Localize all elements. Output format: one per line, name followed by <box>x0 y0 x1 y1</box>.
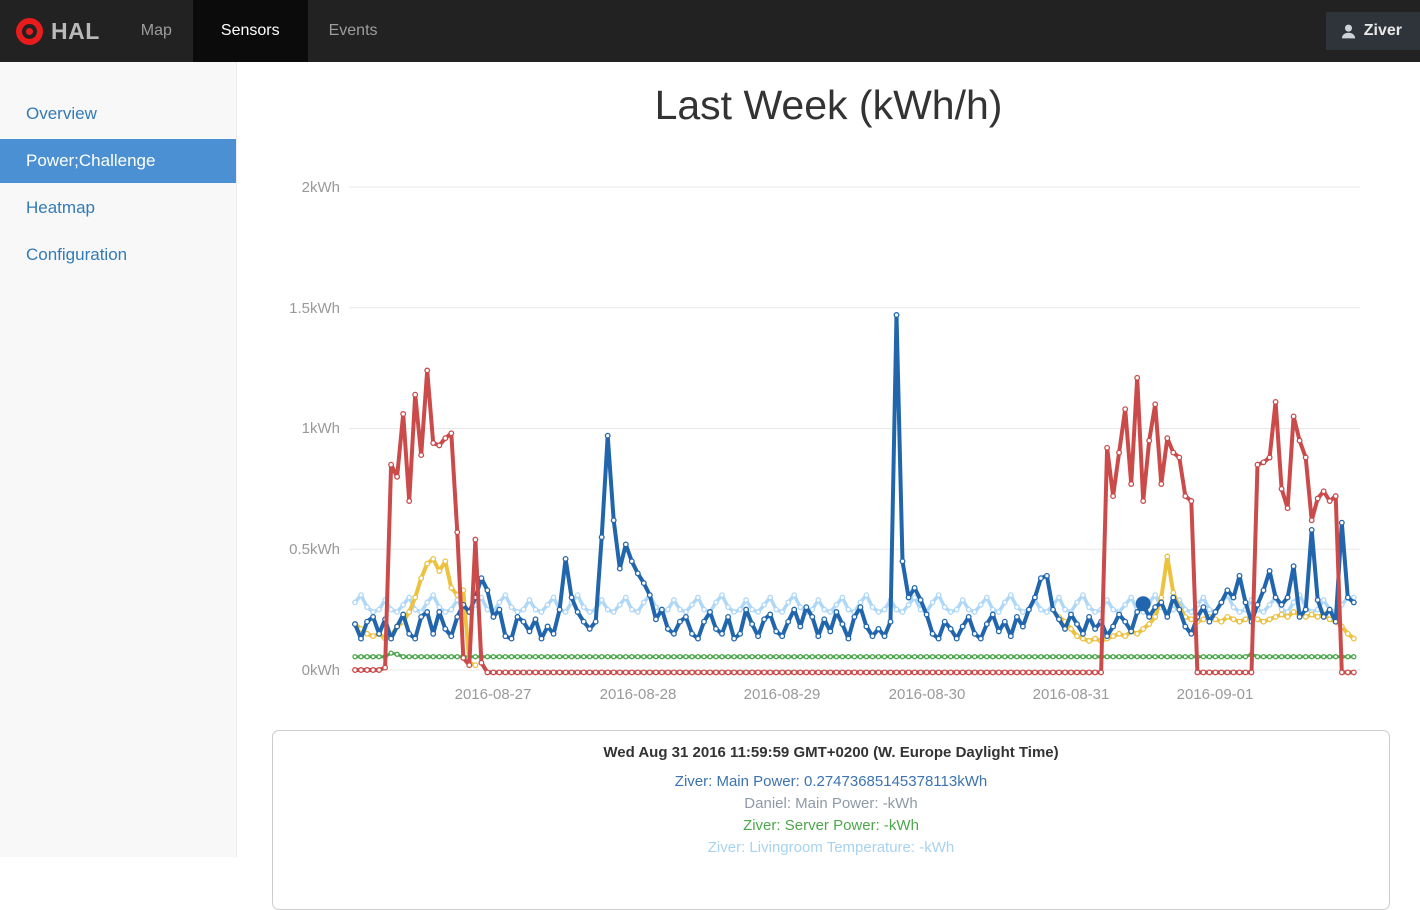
hal-logo-icon <box>16 17 43 45</box>
hal-logo-dot <box>26 27 33 35</box>
nav-item-map[interactable]: Map <box>140 22 172 39</box>
nav-item-sensors[interactable]: Sensors <box>192 0 308 62</box>
navbar: HAL Map Sensors Events Ziver <box>0 0 1420 62</box>
x-tick-2016-09-01: 2016-09-01 <box>1177 686 1254 703</box>
selected-point-marker[interactable] <box>1135 596 1151 612</box>
tooltip-row-ziver-main-power: Ziver: Main Power: 0.27473685145378113kW… <box>674 773 988 790</box>
sidebar-item-power-challenge[interactable]: Power;Challenge <box>0 139 236 183</box>
user-name: Ziver <box>1363 22 1402 39</box>
sidebar-item-configuration[interactable]: Configuration <box>26 245 128 264</box>
x-tick-2016-08-30: 2016-08-30 <box>889 686 966 703</box>
hal-logo-ring <box>22 23 37 39</box>
brand-label: HAL <box>51 17 100 44</box>
series-series-red <box>352 367 1357 676</box>
sidebar-item-overview[interactable]: Overview <box>26 104 97 123</box>
tooltip-row-ziver-livingroom-temperature: Ziver: Livingroom Temperature: -kWh <box>707 839 955 856</box>
tooltip-panel: Wed Aug 31 2016 11:59:59 GMT+0200 (W. Eu… <box>272 730 1390 910</box>
series-server-power <box>352 650 1357 660</box>
x-tick-2016-08-29: 2016-08-29 <box>744 686 821 703</box>
x-tick-2016-08-28: 2016-08-28 <box>600 686 677 703</box>
sidebar: Overview Power;Challenge Heatmap Configu… <box>0 62 237 857</box>
user-menu[interactable]: Ziver <box>1325 12 1420 50</box>
tooltip-row-ziver-server-power: Ziver: Server Power: -kWh <box>743 817 919 834</box>
y-tick-1kwh: 1kWh <box>302 420 340 437</box>
sidebar-item-heatmap[interactable]: Heatmap <box>26 198 95 217</box>
y-tick-2kwh: 2kWh <box>302 179 340 196</box>
tooltip-row-daniel-main-power: Daniel: Main Power: -kWh <box>744 795 918 812</box>
nav-item-events[interactable]: Events <box>328 22 378 39</box>
page-title: Last Week (kWh/h) <box>654 82 1003 128</box>
x-tick-2016-08-27: 2016-08-27 <box>455 686 532 703</box>
user-icon <box>1341 24 1355 38</box>
chart-svg[interactable]: 2kWh 1.5kWh 1kWh 0.5kWh 0kWh 2016-08-27 … <box>237 62 1420 722</box>
y-tick-0-5kwh: 0.5kWh <box>289 541 340 558</box>
y-tick-0kwh: 0kWh <box>302 662 340 679</box>
main-content: 2kWh 1.5kWh 1kWh 0.5kWh 0kWh 2016-08-27 … <box>237 62 1420 910</box>
series-main-power-ziver <box>352 312 1357 642</box>
x-tick-2016-08-31: 2016-08-31 <box>1033 686 1110 703</box>
tooltip-timestamp: Wed Aug 31 2016 11:59:59 GMT+0200 (W. Eu… <box>603 744 1059 761</box>
y-tick-1-5kwh: 1.5kWh <box>289 300 340 317</box>
brand[interactable]: HAL <box>0 0 120 62</box>
plot-series <box>352 312 1357 676</box>
